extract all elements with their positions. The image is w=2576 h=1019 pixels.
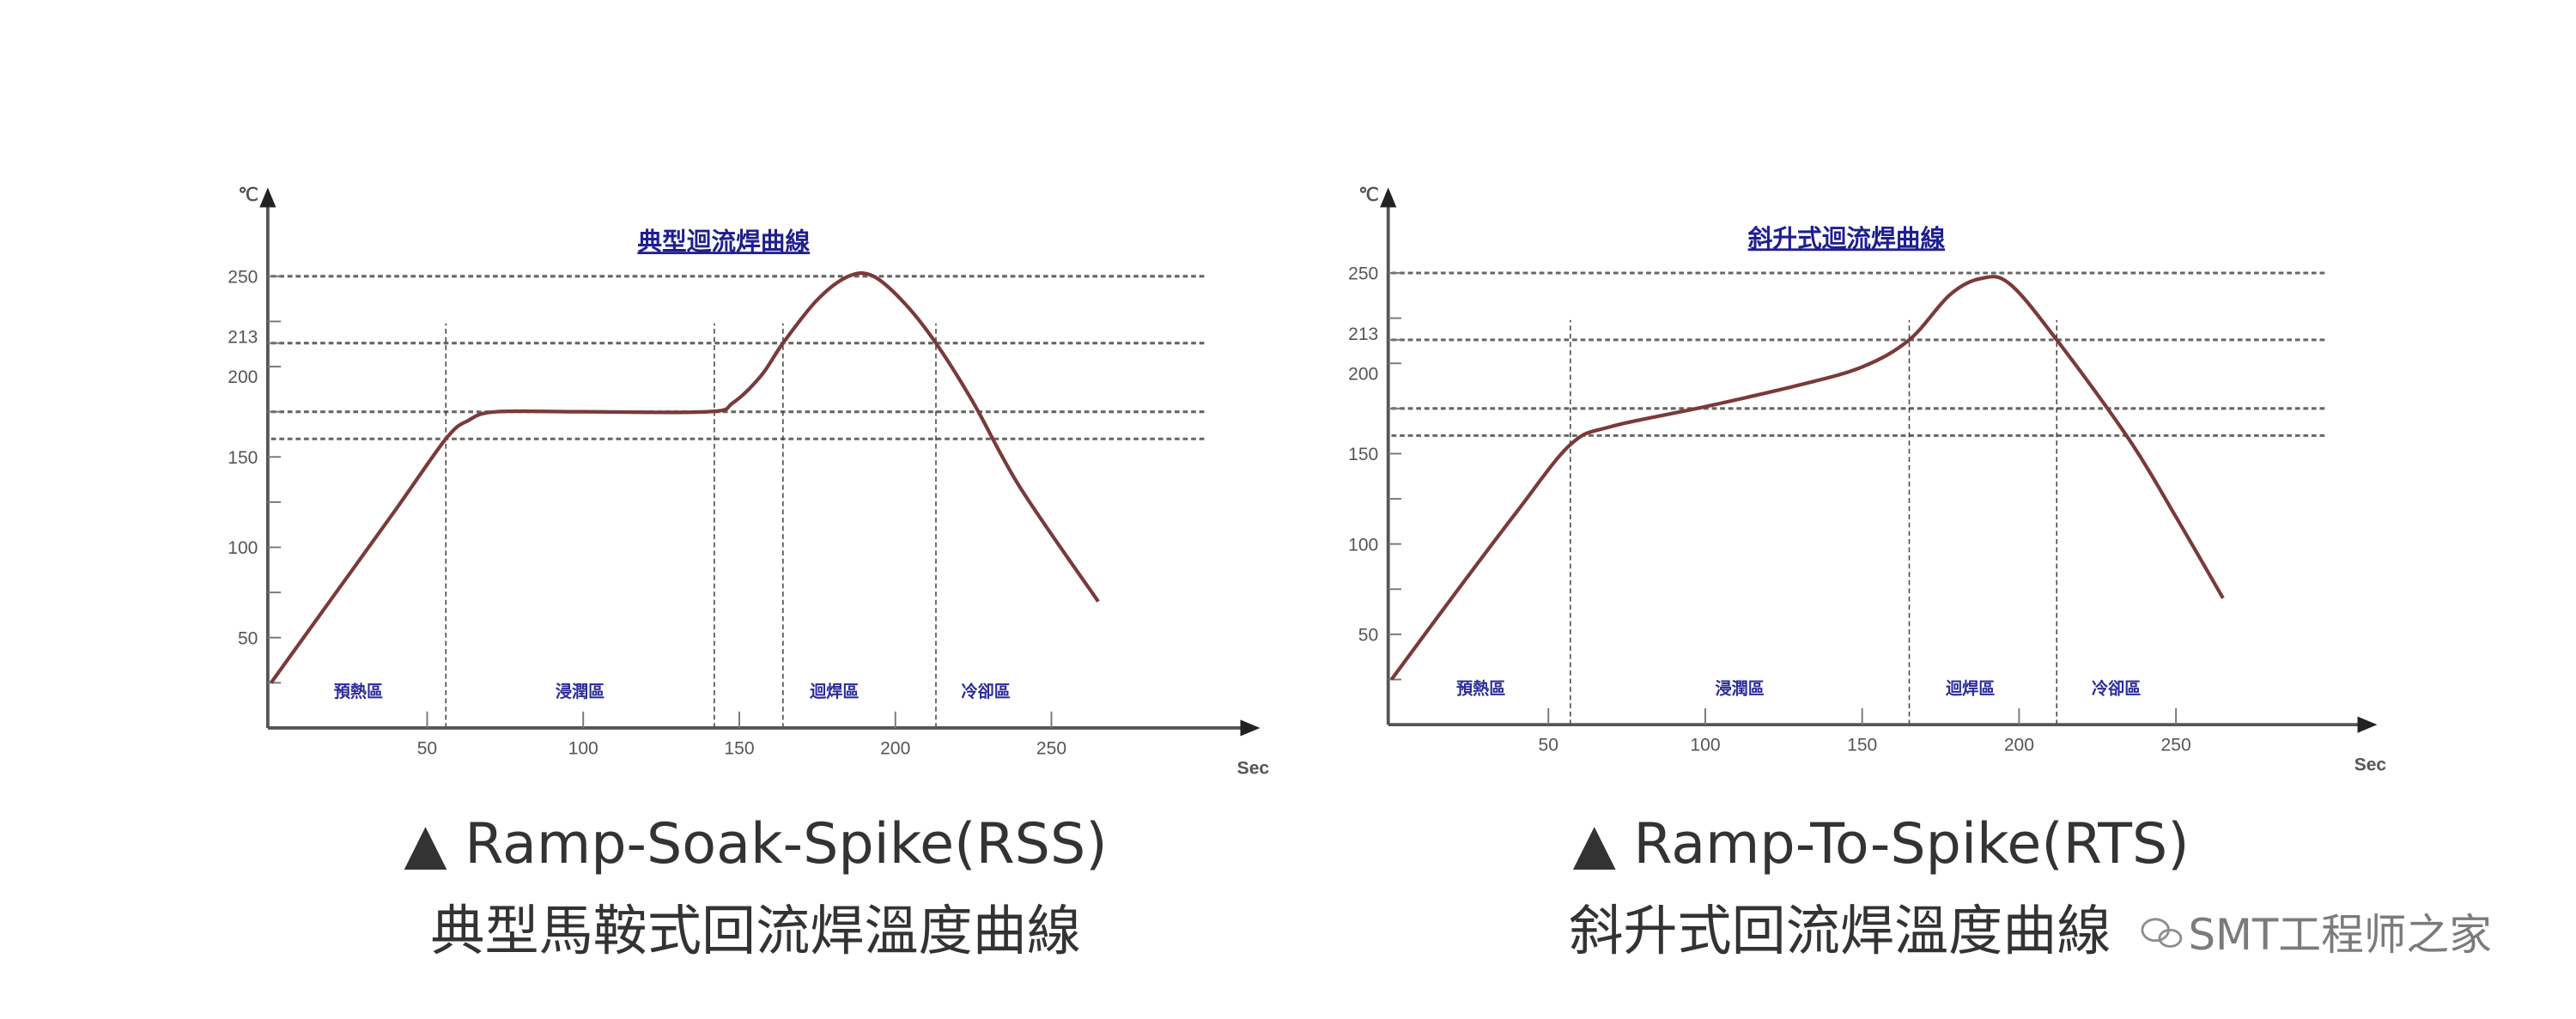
watermark: SMT工程师之家 [2141,910,2492,960]
y-axis-arrow-icon [1380,187,1397,208]
watermark-text: SMT工程师之家 [2188,910,2492,960]
y-tick-label: 150 [228,448,258,468]
x-axis-label: Sec [1237,759,1270,779]
chart-rss: 50 100 150 200 213 250 50 100 150 200 250 ℃ Sec 典型迴流焊… [228,185,1269,779]
x-tick-label: 50 [417,739,437,759]
y-tick-label: 150 [1348,445,1378,464]
x-tick-label: 100 [568,739,598,759]
x-axis-label: Sec [2354,755,2387,775]
y-axis-label: ℃ [238,185,258,205]
y-tick-label: 250 [228,267,258,287]
zone-label: 冷卻區 [2092,678,2141,698]
zone-label: 迴焊區 [1946,678,1995,698]
y-tick-label: 200 [228,367,258,387]
zone-label: 迴焊區 [810,682,859,701]
y-tick-label: 100 [228,538,258,558]
x-tick-label: 100 [1690,736,1720,755]
chart-rts: 50 100 150 200 213 250 50 100 150 200 250 ℃ Sec 斜升式迴流… [1348,185,2386,775]
y-tick-label: 100 [1348,535,1378,555]
caption-rss: ▲ Ramp-Soak-Spike(RSS) [404,812,1108,876]
y-tick-label: 50 [238,628,258,648]
x-tick-label: 250 [2161,736,2191,755]
y-tick-label: 250 [1348,264,1378,284]
wechat-icon [2141,918,2183,948]
y-axis-label: ℃ [1358,185,1379,205]
y-tick-label: 50 [1358,626,1378,646]
x-axis-arrow-icon [1240,719,1261,737]
x-tick-label: 200 [880,739,910,759]
chart-title: 斜升式迴流焊曲線 [1748,223,1946,252]
chart-title: 典型迴流焊曲線 [637,227,810,256]
zone-label: 冷卻區 [961,682,1010,701]
caption-rss-chinese: 典型馬鞍式回流焊溫度曲線 [430,899,1080,962]
x-tick-label: 50 [1539,736,1558,755]
x-tick-label: 250 [1036,739,1066,759]
caption-rts-chinese: 斜升式回流焊溫度曲線 [1569,899,2111,962]
y-axis-arrow-icon [259,187,276,208]
y-tick-label: 200 [1348,364,1378,384]
temperature-curve [269,271,1100,684]
zone-label: 預熱區 [334,682,383,701]
x-tick-label: 150 [1847,736,1877,755]
caption-rts: ▲ Ramp-To-Spike(RTS) [1573,812,2190,876]
y-tick-label: 213 [1348,325,1378,344]
x-axis-arrow-icon [2357,716,2378,733]
zone-label: 浸潤區 [1715,678,1764,698]
zone-label: 浸潤區 [556,682,605,701]
temperature-curve [1389,275,2225,681]
x-tick-label: 150 [724,739,754,759]
zone-label: 預熱區 [1456,678,1505,698]
x-tick-label: 200 [2004,736,2034,755]
y-tick-label: 213 [228,328,258,348]
